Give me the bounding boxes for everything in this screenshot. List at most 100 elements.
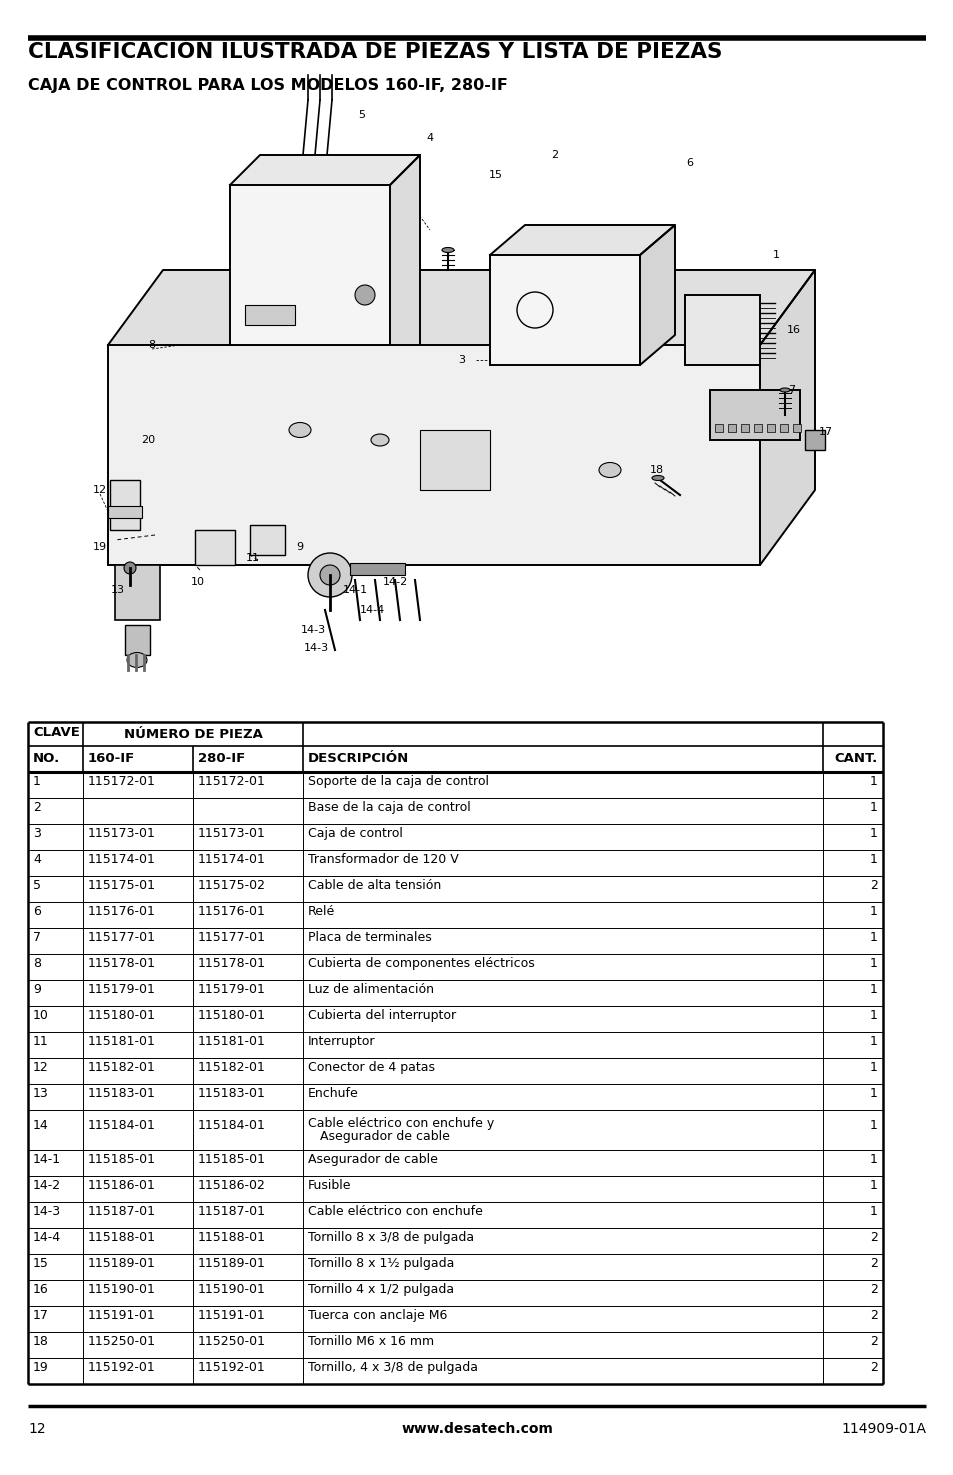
Text: 115172-01: 115172-01 xyxy=(88,776,155,788)
Circle shape xyxy=(319,565,339,586)
Text: Cubierta del interruptor: Cubierta del interruptor xyxy=(308,1009,456,1022)
Text: 115182-01: 115182-01 xyxy=(88,1062,155,1074)
Text: Base de la caja de control: Base de la caja de control xyxy=(308,801,470,814)
Text: 115186-01: 115186-01 xyxy=(88,1180,155,1192)
Text: 17: 17 xyxy=(33,1310,49,1323)
Text: 17: 17 xyxy=(818,426,832,437)
Text: 2: 2 xyxy=(869,1257,877,1270)
Text: 1: 1 xyxy=(869,1009,877,1022)
Bar xyxy=(714,423,722,432)
Text: 115175-01: 115175-01 xyxy=(88,879,156,892)
Bar xyxy=(125,625,150,655)
Text: 14-4: 14-4 xyxy=(359,605,384,615)
Text: 115174-01: 115174-01 xyxy=(198,854,266,866)
Text: 1: 1 xyxy=(772,249,779,260)
Text: 11: 11 xyxy=(33,1035,49,1049)
Text: 115191-01: 115191-01 xyxy=(198,1310,266,1323)
Text: 2: 2 xyxy=(869,1361,877,1375)
Text: 115192-01: 115192-01 xyxy=(88,1361,155,1375)
Text: 115177-01: 115177-01 xyxy=(88,931,156,944)
Text: 2: 2 xyxy=(869,1283,877,1297)
Text: 14-1: 14-1 xyxy=(342,586,367,594)
Circle shape xyxy=(124,562,136,574)
Ellipse shape xyxy=(289,422,311,438)
Bar xyxy=(709,389,800,440)
Text: 115174-01: 115174-01 xyxy=(88,854,155,866)
Text: 1: 1 xyxy=(869,801,877,814)
Bar xyxy=(245,305,294,324)
Bar xyxy=(753,423,761,432)
Text: www.desatech.com: www.desatech.com xyxy=(400,1422,553,1437)
Text: 8: 8 xyxy=(33,957,41,971)
Text: 114909-01A: 114909-01A xyxy=(841,1422,925,1437)
Text: 115172-01: 115172-01 xyxy=(198,776,266,788)
Ellipse shape xyxy=(780,388,789,392)
Text: CLAVE: CLAVE xyxy=(33,726,80,739)
Text: 9: 9 xyxy=(33,984,41,997)
Text: Caja de control: Caja de control xyxy=(308,827,402,841)
Text: 1: 1 xyxy=(869,984,877,997)
Text: 115173-01: 115173-01 xyxy=(88,827,155,841)
Text: 4: 4 xyxy=(426,133,433,143)
Text: 3: 3 xyxy=(33,827,41,841)
Text: 14: 14 xyxy=(33,1118,49,1131)
Bar xyxy=(110,479,140,530)
Text: 2: 2 xyxy=(551,150,558,159)
Text: 6: 6 xyxy=(33,906,41,919)
Text: 6: 6 xyxy=(686,158,693,168)
Text: 1: 1 xyxy=(869,906,877,919)
Ellipse shape xyxy=(127,652,147,668)
Text: Cable eléctrico con enchufe: Cable eléctrico con enchufe xyxy=(308,1205,482,1218)
Text: 115185-01: 115185-01 xyxy=(198,1153,266,1167)
Text: 14-1: 14-1 xyxy=(33,1153,61,1167)
Text: Cable de alta tensión: Cable de alta tensión xyxy=(308,879,441,892)
Text: 14-4: 14-4 xyxy=(33,1232,61,1245)
Ellipse shape xyxy=(371,434,389,445)
Text: Cubierta de componentes eléctricos: Cubierta de componentes eléctricos xyxy=(308,957,535,971)
Text: 115184-01: 115184-01 xyxy=(88,1118,155,1131)
Text: 115250-01: 115250-01 xyxy=(88,1335,156,1348)
Text: 115180-01: 115180-01 xyxy=(198,1009,266,1022)
Text: Tornillo 4 x 1/2 pulgada: Tornillo 4 x 1/2 pulgada xyxy=(308,1283,454,1297)
Text: 115188-01: 115188-01 xyxy=(88,1232,156,1245)
Text: Placa de terminales: Placa de terminales xyxy=(308,931,432,944)
Text: 10: 10 xyxy=(33,1009,49,1022)
Polygon shape xyxy=(230,155,419,184)
Text: 11: 11 xyxy=(246,553,260,563)
Bar xyxy=(792,423,801,432)
Bar xyxy=(194,530,234,565)
Ellipse shape xyxy=(651,475,663,481)
Text: 1: 1 xyxy=(869,957,877,971)
Polygon shape xyxy=(639,226,675,364)
Text: 1: 1 xyxy=(869,1180,877,1192)
Text: 2: 2 xyxy=(33,801,41,814)
Text: 115186-02: 115186-02 xyxy=(198,1180,266,1192)
Text: 115187-01: 115187-01 xyxy=(198,1205,266,1218)
Text: 115189-01: 115189-01 xyxy=(198,1257,266,1270)
Bar xyxy=(419,431,490,490)
Bar xyxy=(250,525,285,555)
Text: 12: 12 xyxy=(92,485,107,496)
Text: 20: 20 xyxy=(141,435,155,445)
Text: 115181-01: 115181-01 xyxy=(88,1035,155,1049)
Text: 13: 13 xyxy=(33,1087,49,1100)
Text: CLASIFICACIÓN ILUSTRADA DE PIEZAS Y LISTA DE PIEZAS: CLASIFICACIÓN ILUSTRADA DE PIEZAS Y LIST… xyxy=(28,41,721,62)
Polygon shape xyxy=(760,270,814,565)
Text: 115176-01: 115176-01 xyxy=(88,906,155,919)
Text: 115250-01: 115250-01 xyxy=(198,1335,266,1348)
Text: 1: 1 xyxy=(869,1062,877,1074)
Text: 115181-01: 115181-01 xyxy=(198,1035,266,1049)
Text: 1: 1 xyxy=(869,1153,877,1167)
Text: 1: 1 xyxy=(869,827,877,841)
Bar xyxy=(108,345,760,565)
Text: NÚMERO DE PIEZA: NÚMERO DE PIEZA xyxy=(124,727,262,740)
Polygon shape xyxy=(490,226,675,255)
Text: 115180-01: 115180-01 xyxy=(88,1009,156,1022)
Text: 14-2: 14-2 xyxy=(33,1180,61,1192)
Text: Cable eléctrico con enchufe y: Cable eléctrico con enchufe y xyxy=(308,1117,494,1130)
Text: 7: 7 xyxy=(33,931,41,944)
Polygon shape xyxy=(390,155,419,345)
Text: 1: 1 xyxy=(869,1087,877,1100)
Text: DESCRIPCIÓN: DESCRIPCIÓN xyxy=(308,752,409,766)
Text: 15: 15 xyxy=(33,1257,49,1270)
